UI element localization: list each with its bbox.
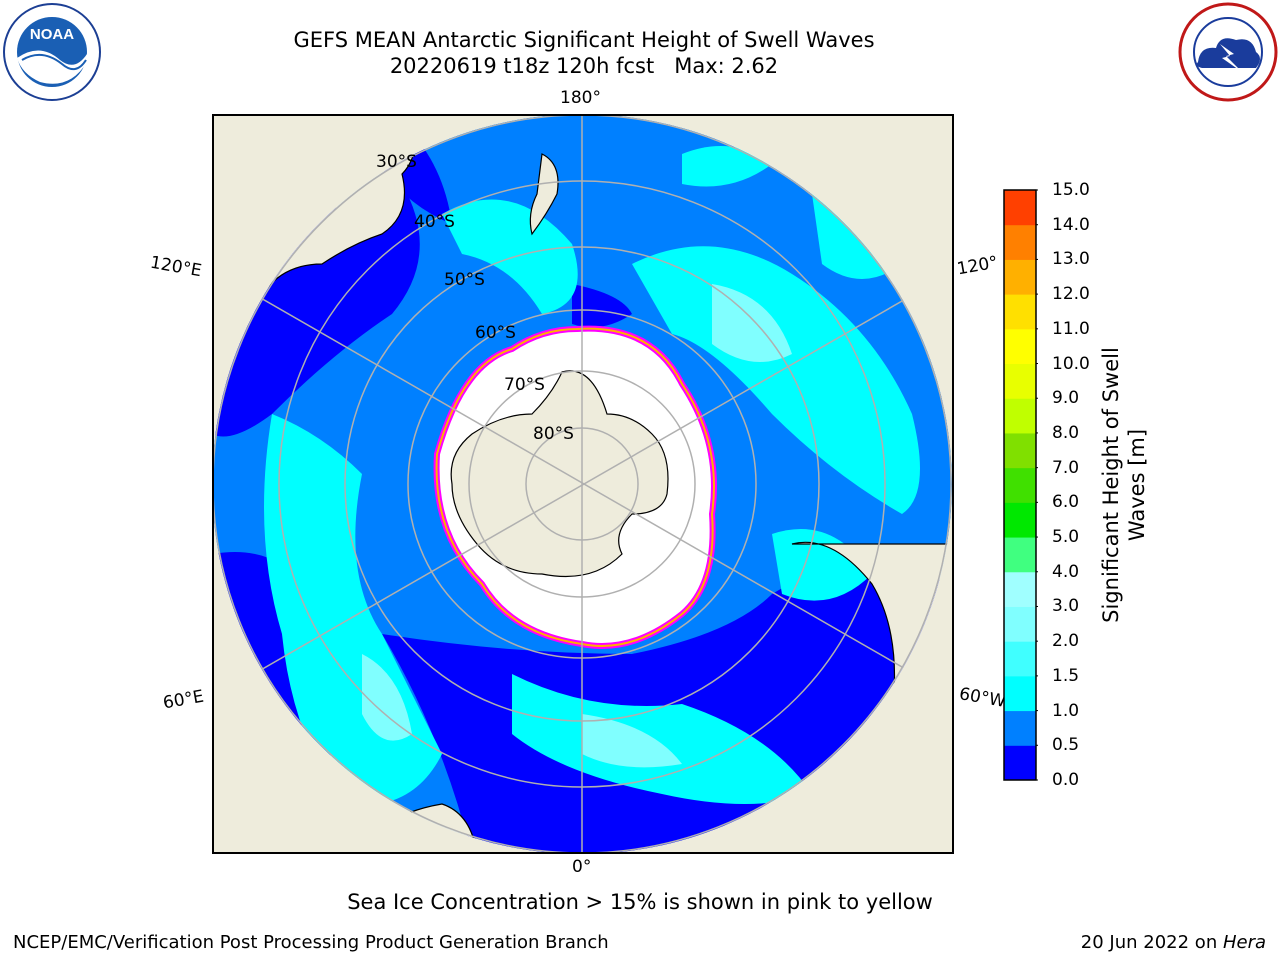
footer-host: Hera (1222, 932, 1266, 953)
colorbar-tick-label: 6.0 (1052, 492, 1080, 513)
colorbar-tick-label: 7.0 (1052, 457, 1080, 478)
lon-label-180: 180° (560, 88, 601, 108)
colorbar-tick-label: 4.0 (1052, 561, 1080, 582)
lon-label-60w: 60°W (957, 684, 1008, 712)
polar-map (212, 114, 954, 854)
colorbar-tick-label: 14.0 (1052, 214, 1090, 235)
colorbar (1003, 189, 1038, 781)
colorbar-segment (1004, 675, 1036, 712)
colorbar-tick-label: 11.0 (1052, 318, 1090, 339)
colorbar-label: Significant Height of Swell Waves [m] (1098, 325, 1158, 645)
colorbar-tick-label: 1.5 (1052, 665, 1080, 686)
map-subtitle: 20220619 t18z 120h fcst Max: 2.62 (389, 54, 779, 78)
noaa-logo-text: NOAA (30, 26, 74, 43)
lon-label-0: 0° (572, 857, 592, 877)
colorbar-frame (1003, 189, 1037, 781)
colorbar-segment (1004, 294, 1036, 330)
colorbar-tick-label: 0.0 (1052, 770, 1080, 790)
footer-credit: NCEP/EMC/Verification Post Processing Pr… (13, 932, 609, 953)
colorbar-tick-label: 12.0 (1052, 284, 1090, 305)
lat-label-40: 40°S (414, 212, 455, 232)
colorbar-tick-label: 1.0 (1052, 700, 1080, 721)
noaa-logo-icon: NOAA (3, 3, 101, 101)
colorbar-segment (1004, 571, 1036, 607)
colorbar-segment (1004, 259, 1036, 295)
colorbar-tick-label: 5.0 (1052, 527, 1080, 548)
colorbar-segment (1004, 710, 1036, 746)
colorbar-segment (1004, 398, 1036, 434)
colorbar-segment (1004, 432, 1036, 469)
map-title: GEFS MEAN Antarctic Significant Height o… (293, 28, 875, 52)
footer-date-text: 20 Jun 2022 on (1080, 932, 1223, 953)
colorbar-segment (1004, 190, 1036, 226)
lat-label-50: 50°S (444, 270, 485, 290)
colorbar-segment (1004, 502, 1036, 538)
colorbar-tick-label: 8.0 (1052, 422, 1080, 443)
colorbar-label-text: Significant Height of Swell Waves [m] (1099, 347, 1149, 623)
lat-label-60: 60°S (475, 323, 516, 343)
lon-label-120e: 120°E (148, 252, 204, 282)
nws-logo-icon (1178, 2, 1278, 102)
colorbar-segment (1004, 606, 1036, 642)
colorbar-tick-label: 9.0 (1052, 388, 1080, 409)
colorbar-segment (1004, 537, 1036, 573)
colorbar-segment (1004, 363, 1036, 399)
lat-label-30: 30°S (376, 152, 417, 172)
colorbar-segment (1004, 467, 1036, 503)
colorbar-tick-label: 15.0 (1052, 180, 1090, 200)
colorbar-tick-label: 10.0 (1052, 353, 1090, 374)
colorbar-tick-label: 0.5 (1052, 735, 1080, 756)
colorbar-segment (1004, 328, 1036, 365)
lon-label-120w: 120° (955, 252, 1000, 280)
colorbar-tick-label: 3.0 (1052, 596, 1080, 617)
lat-label-70: 70°S (504, 375, 545, 395)
colorbar-tick-label: 13.0 (1052, 249, 1090, 270)
colorbar-segment (1004, 641, 1036, 677)
colorbar-tick-label: 2.0 (1052, 631, 1080, 652)
lat-label-80: 80°S (533, 424, 574, 444)
lon-label-60e: 60°E (161, 686, 206, 714)
colorbar-segment (1004, 224, 1036, 260)
sea-ice-note: Sea Ice Concentration > 15% is shown in … (347, 890, 933, 914)
footer-date: 20 Jun 2022 on Hera (1081, 932, 1266, 953)
colorbar-segment (1004, 745, 1036, 781)
